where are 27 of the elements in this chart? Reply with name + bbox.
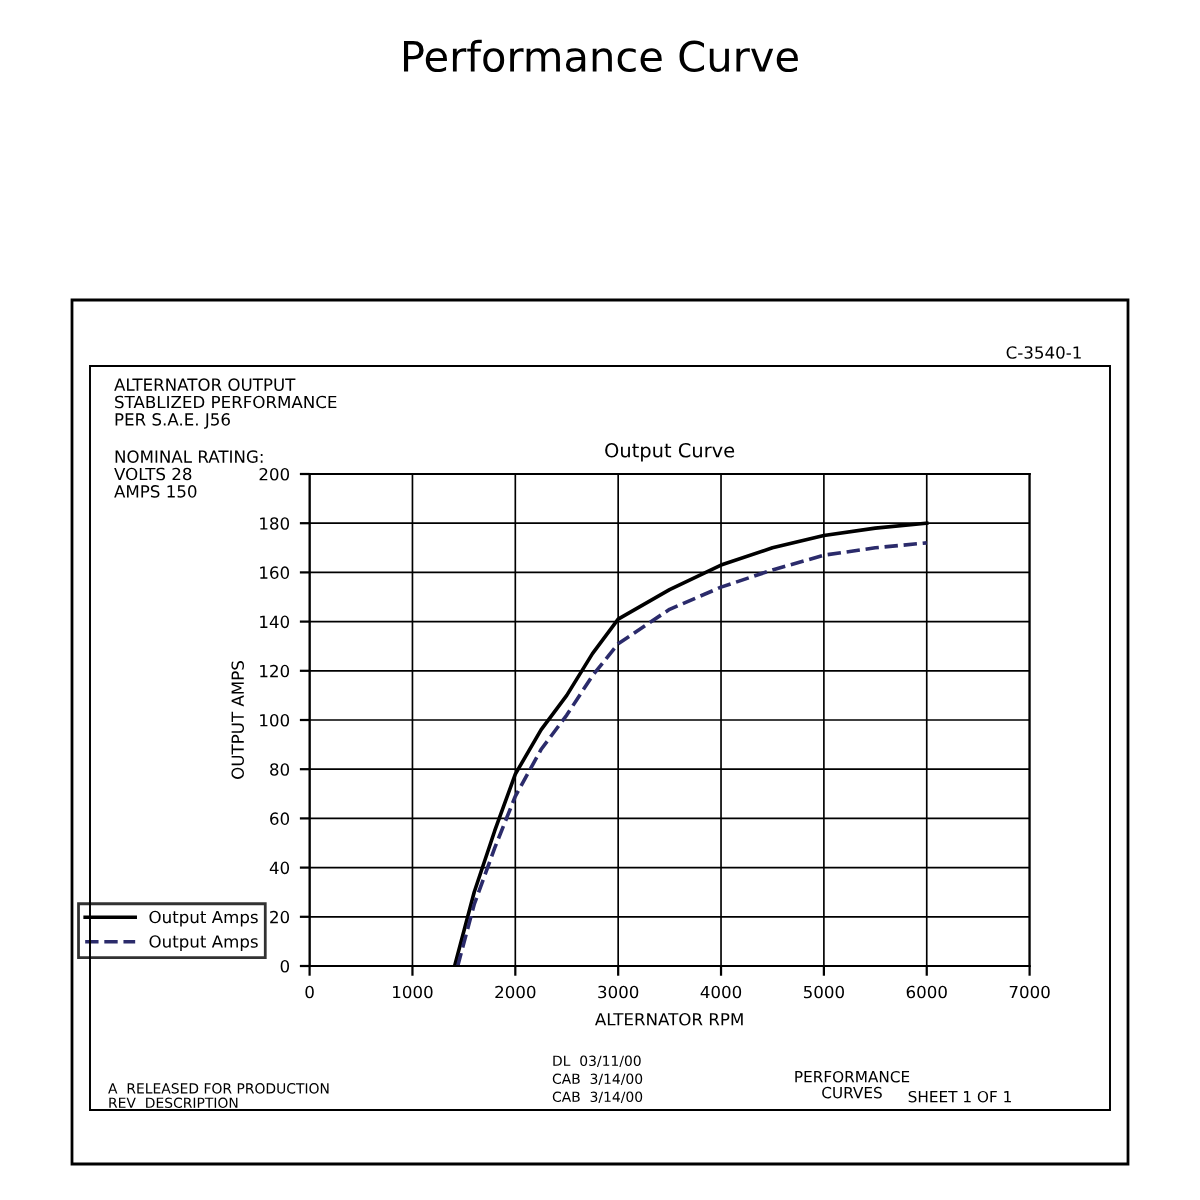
y-tick-label: 40 [269, 861, 290, 875]
y-tick-label: 120 [260, 664, 290, 678]
y-tick-label: 0 [280, 959, 290, 973]
x-tick-label: 5000 [803, 985, 844, 999]
text: C-3540-1 [1006, 346, 1081, 359]
chart-subtitle: Output Curve [605, 442, 735, 462]
y-tick-label: 180 [260, 517, 290, 530]
y-tick-label: 60 [270, 812, 290, 825]
x-tick-label: 7000 [1009, 985, 1050, 999]
y-tick-label: 100 [260, 713, 290, 727]
legend-label: Output Amps [149, 910, 258, 927]
x-tick-label: 1000 [393, 985, 433, 999]
x-tick-label: 4000 [700, 985, 742, 999]
y-tick-label: 20 [270, 910, 290, 924]
y-tick-label: 160 [260, 566, 290, 579]
y-axis-title: OUTPUT AMPS [231, 661, 244, 779]
x-axis-title: ALTERNATOR RPM [595, 1012, 743, 1026]
chart-title: Performance Curve [403, 39, 798, 73]
x-tick-label: 2000 [495, 985, 536, 999]
y-tick-label: 140 [260, 615, 290, 629]
text: ALTERNATOR OUTPUT STABLIZED PERFORMANCE PER S.A.E. J56 [114, 378, 337, 429]
y-tick-label: 80 [270, 763, 290, 776]
x-tick-label: 0 [305, 985, 314, 999]
y-tick-label: 200 [259, 467, 290, 481]
x-tick-label: 6000 [906, 985, 947, 999]
x-tick-label: 3000 [598, 985, 639, 999]
legend-label: Output Amps [149, 935, 258, 951]
